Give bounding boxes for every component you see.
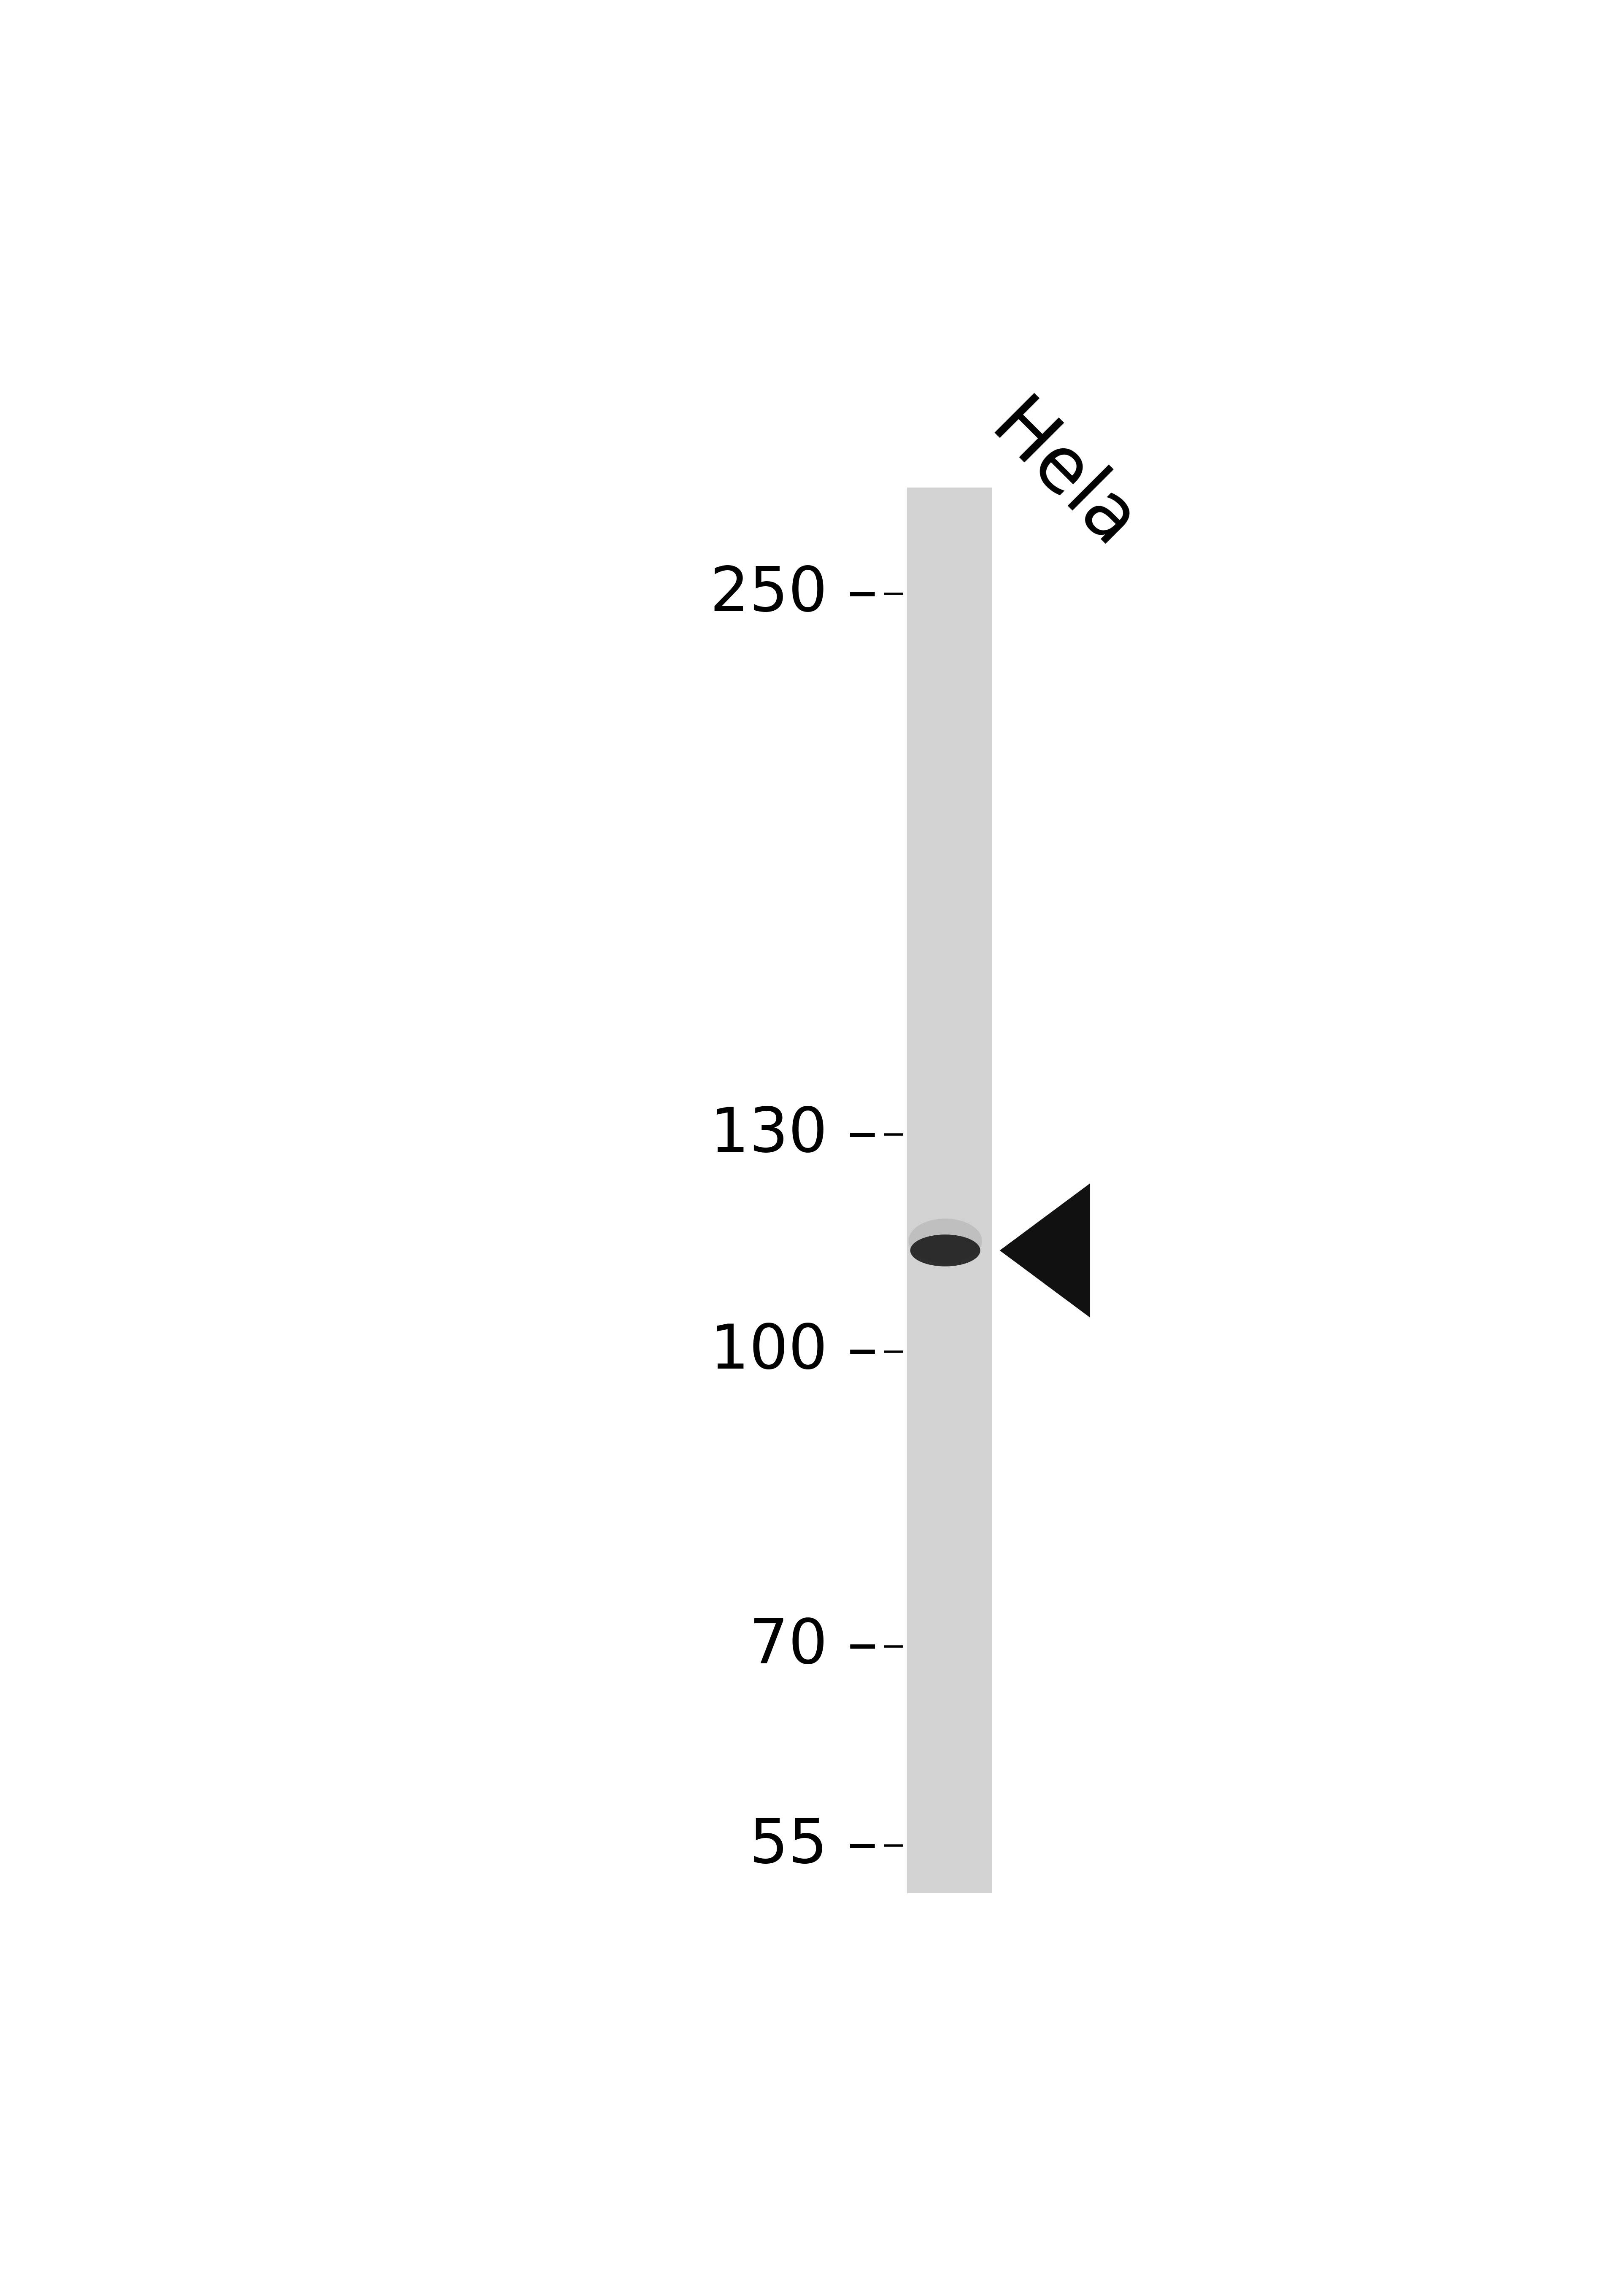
Text: 250 –: 250 – (710, 565, 878, 625)
Polygon shape (1000, 1182, 1090, 1318)
Text: 55 –: 55 – (750, 1816, 878, 1876)
Text: Hela: Hela (975, 390, 1149, 565)
Bar (907, 487, 991, 1894)
Ellipse shape (909, 1219, 982, 1263)
Ellipse shape (910, 1235, 980, 1267)
Text: 70 –: 70 – (748, 1616, 878, 1676)
Text: 130 –: 130 – (710, 1104, 878, 1164)
Text: 100 –: 100 – (710, 1322, 878, 1382)
